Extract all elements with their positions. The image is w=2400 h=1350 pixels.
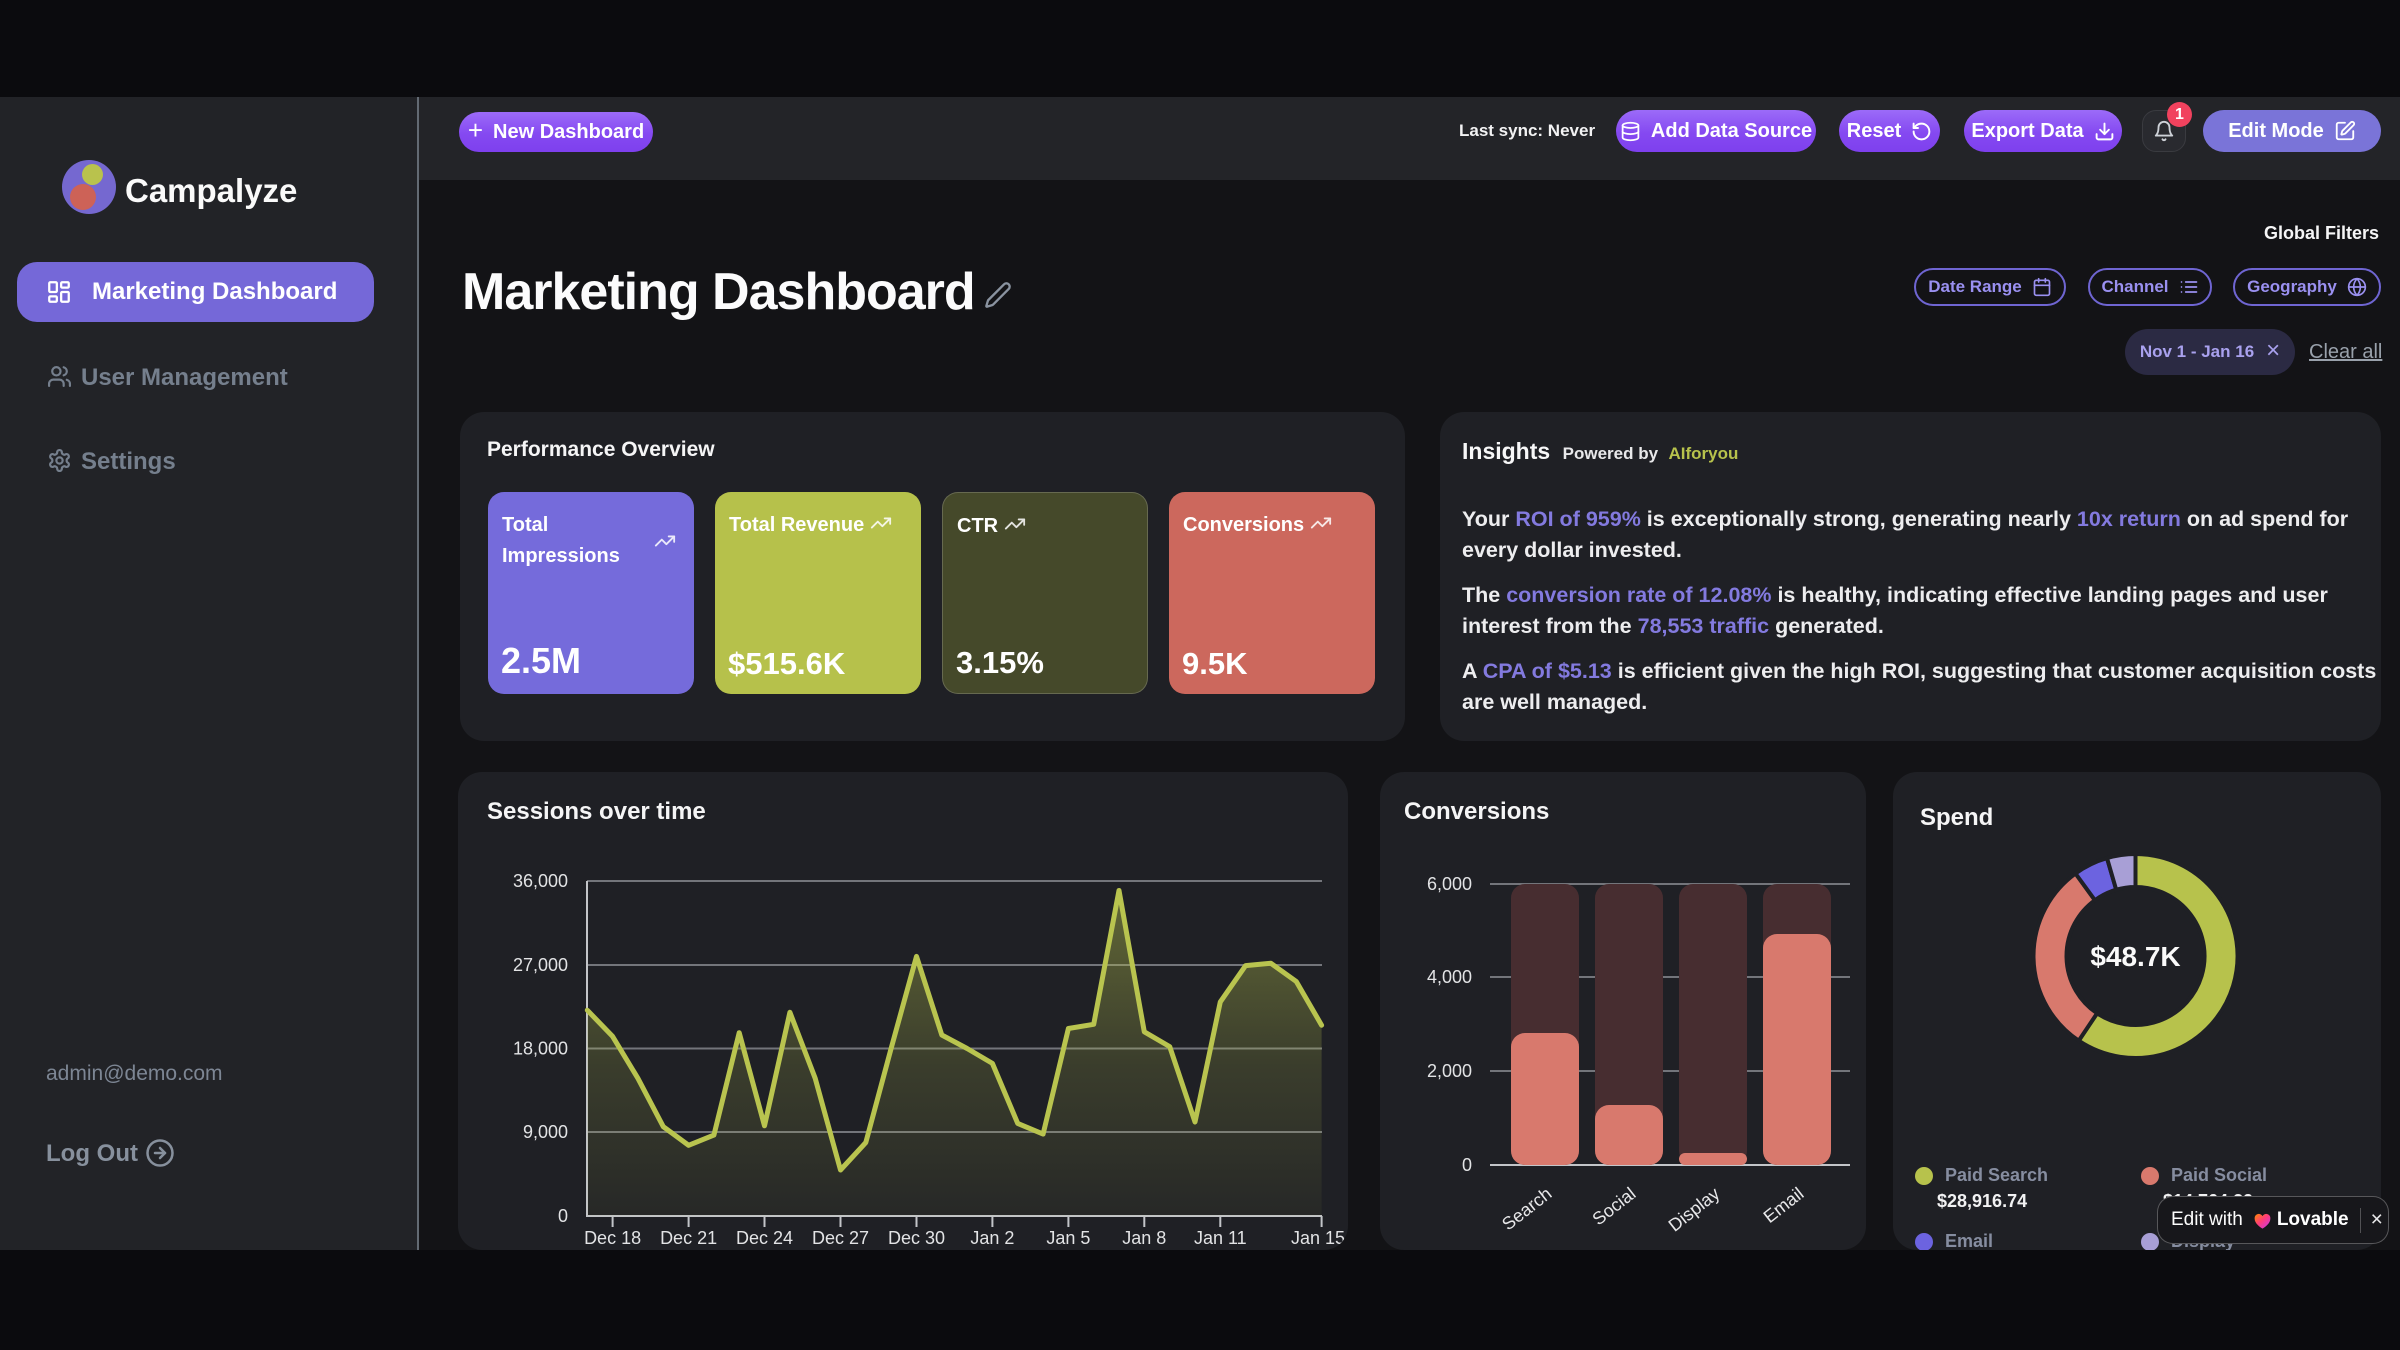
svg-text:Jan 15: Jan 15: [1291, 1228, 1345, 1248]
svg-text:Jan 8: Jan 8: [1122, 1228, 1166, 1248]
svg-text:2,000: 2,000: [1427, 1061, 1472, 1081]
svg-text:0: 0: [558, 1206, 568, 1226]
svg-text:Dec 27: Dec 27: [812, 1228, 869, 1248]
svg-text:Social: Social: [1589, 1183, 1640, 1229]
svg-text:$48.7K: $48.7K: [2090, 941, 2180, 972]
svg-text:Jan 11: Jan 11: [1194, 1228, 1247, 1248]
svg-text:Display: Display: [1665, 1183, 1724, 1235]
svg-text:Dec 18: Dec 18: [584, 1228, 641, 1248]
svg-text:Search: Search: [1498, 1183, 1555, 1234]
svg-text:Email: Email: [1760, 1183, 1808, 1226]
svg-text:Jan 2: Jan 2: [970, 1228, 1014, 1248]
svg-text:Jan 5: Jan 5: [1046, 1228, 1090, 1248]
svg-text:Dec 24: Dec 24: [736, 1228, 793, 1248]
svg-text:6,000: 6,000: [1427, 874, 1472, 894]
svg-text:9,000: 9,000: [523, 1122, 568, 1142]
svg-text:0: 0: [1462, 1155, 1472, 1175]
svg-text:18,000: 18,000: [513, 1039, 568, 1059]
svg-text:36,000: 36,000: [513, 871, 568, 891]
svg-text:4,000: 4,000: [1427, 967, 1472, 987]
svg-text:Dec 21: Dec 21: [660, 1228, 717, 1248]
svg-text:27,000: 27,000: [513, 955, 568, 975]
svg-text:Dec 30: Dec 30: [888, 1228, 945, 1248]
